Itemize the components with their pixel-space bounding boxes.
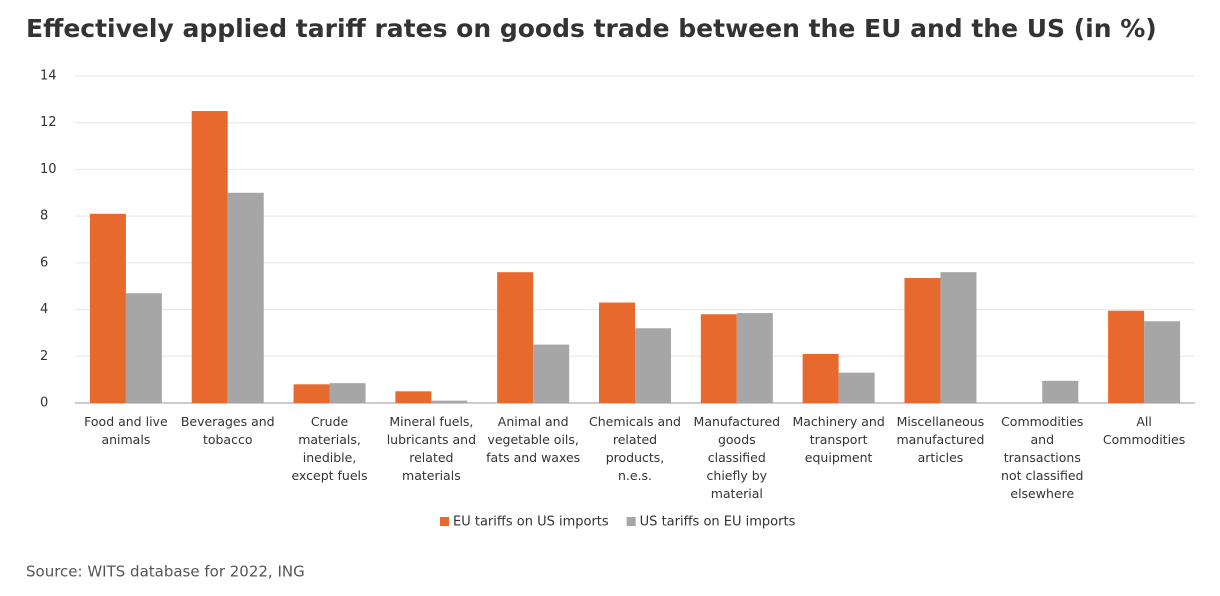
bar	[497, 272, 534, 403]
x-tick-label: Machinery and transport equipment	[792, 414, 885, 465]
bar	[599, 302, 635, 403]
y-tick-label: 14	[40, 69, 57, 84]
y-tick-label: 6	[40, 255, 48, 270]
bar	[89, 213, 126, 403]
bar	[329, 383, 366, 403]
bar	[838, 372, 875, 403]
bar	[700, 314, 737, 403]
x-tick-label: All Commodities	[1102, 414, 1186, 447]
bar	[431, 400, 468, 403]
bar	[533, 344, 570, 403]
legend-swatch	[440, 517, 449, 526]
x-tick-label: Food and live animals	[84, 414, 168, 447]
bar	[227, 192, 264, 403]
bar	[940, 272, 977, 403]
bar	[635, 328, 671, 403]
legend-label: US tariffs on EU imports	[640, 515, 796, 530]
bar	[802, 353, 839, 403]
y-tick-label: 12	[40, 115, 57, 130]
legend-swatch	[626, 517, 636, 526]
bar	[191, 111, 228, 404]
x-tick-label: Chemicals and related products, n.e.s.	[588, 414, 681, 483]
x-tick-label: Commodities and transactions not classif…	[1001, 414, 1084, 501]
bar	[395, 391, 432, 403]
chart-title: Effectively applied tariff rates on good…	[26, 14, 1157, 43]
bar	[1144, 321, 1181, 403]
x-tick-label: Miscellaneous manufactured articles	[896, 414, 985, 465]
x-tick-label: Mineral fuels, lubricants and related ma…	[386, 414, 477, 483]
bar	[125, 293, 162, 403]
legend-label: EU tariffs on US imports	[453, 515, 609, 530]
source: Source: WITS database for 2022, ING	[26, 563, 305, 581]
x-tick-label: Beverages and tobacco	[180, 414, 275, 447]
bar	[904, 278, 941, 403]
y-tick-label: 8	[40, 209, 48, 224]
bar	[736, 313, 773, 403]
x-tick-label: Crude materials, inedible, except fuels	[291, 414, 368, 483]
y-tick-label: 10	[40, 162, 57, 177]
bar	[293, 384, 330, 403]
y-tick-label: 2	[40, 349, 48, 364]
x-tick-label: Manufactured goods classified chiefly by…	[693, 414, 781, 501]
bar	[1042, 380, 1079, 403]
y-tick-label: 0	[40, 396, 48, 411]
y-tick-label: 4	[40, 302, 48, 317]
bar	[1108, 310, 1145, 403]
x-tick-label: Animal and vegetable oils, fats and waxe…	[486, 414, 581, 465]
